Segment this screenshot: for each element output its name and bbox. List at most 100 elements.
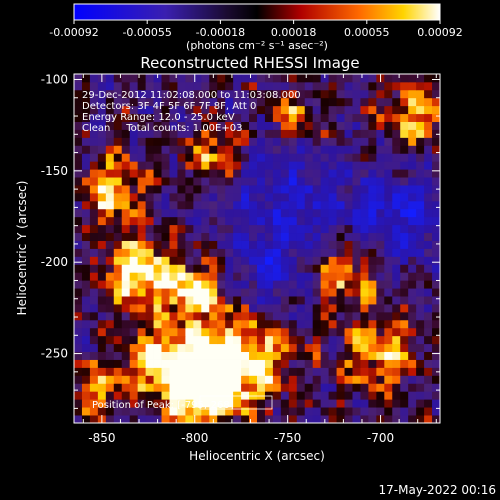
heatmap-cell — [74, 391, 83, 400]
info-energy-range: Energy Range: 12.0 - 25.0 keV — [82, 112, 235, 123]
heatmap-cell — [81, 359, 91, 368]
heatmap-cell — [217, 240, 226, 249]
heatmap-cell — [241, 240, 250, 249]
heatmap-cell — [193, 248, 202, 257]
heatmap-cell — [97, 272, 107, 281]
heatmap-cell — [225, 89, 234, 99]
heatmap-cell — [74, 177, 83, 186]
heatmap-cell — [169, 224, 178, 234]
timestamp: 17-May-2022 00:16 — [379, 483, 496, 497]
heatmap-cell — [352, 89, 361, 99]
heatmap-cell — [432, 272, 441, 281]
heatmap-cell — [320, 192, 330, 202]
heatmap-cell — [344, 192, 353, 202]
heatmap-cell — [209, 367, 218, 376]
heatmap-cell — [257, 367, 266, 376]
heatmap-cell — [392, 327, 401, 337]
heatmap-cell — [209, 327, 218, 337]
heatmap-cell — [432, 97, 441, 107]
heatmap-cell — [336, 319, 345, 329]
heatmap-cell — [177, 288, 186, 297]
heatmap-cell — [161, 351, 170, 360]
heatmap-cell — [129, 129, 139, 138]
heatmap-cell — [257, 185, 266, 194]
heatmap-cell — [304, 200, 314, 210]
heatmap-cell — [344, 81, 353, 91]
heatmap-cell — [296, 391, 306, 400]
heatmap-cell — [225, 192, 234, 202]
heatmap-cell — [376, 185, 385, 194]
heatmap-cell — [74, 415, 83, 424]
heatmap-cell — [97, 240, 107, 249]
heatmap-cell — [384, 280, 393, 289]
heatmap-cell — [280, 304, 290, 313]
heatmap-cell — [304, 399, 314, 408]
heatmap-cell — [416, 383, 425, 392]
heatmap-cell — [416, 415, 425, 424]
heatmap-cell — [97, 343, 107, 353]
heatmap-cell — [272, 327, 282, 337]
heatmap-cell — [360, 74, 369, 83]
heatmap-cell — [137, 121, 147, 130]
heatmap-cell — [97, 89, 107, 99]
heatmap-cell — [416, 327, 425, 337]
heatmap-cell — [209, 129, 218, 138]
heatmap-cell — [392, 200, 401, 210]
heatmap-cell — [153, 296, 162, 305]
heatmap-cell — [384, 145, 393, 154]
heatmap-cell — [209, 113, 218, 122]
heatmap-cell — [97, 304, 107, 313]
heatmap-cell — [312, 415, 322, 424]
heatmap-cell — [336, 288, 345, 297]
heatmap-cell — [121, 327, 131, 337]
heatmap-cell — [296, 145, 306, 154]
heatmap-cell — [249, 415, 258, 424]
heatmap-cell — [432, 177, 441, 186]
heatmap-cell — [408, 216, 417, 226]
heatmap-cell — [392, 208, 401, 218]
heatmap-cell — [384, 105, 393, 115]
heatmap-cell — [257, 89, 266, 99]
heatmap-cell — [169, 359, 178, 368]
heatmap-cell — [280, 256, 290, 265]
heatmap-cell — [145, 81, 154, 91]
heatmap-cell — [169, 121, 178, 130]
heatmap-cell — [97, 177, 107, 186]
heatmap-cell — [328, 280, 337, 289]
heatmap-cell — [81, 415, 91, 424]
heatmap-cell — [193, 359, 202, 368]
heatmap-cell — [320, 105, 330, 115]
heatmap-cell — [145, 391, 154, 400]
heatmap-cell — [233, 288, 242, 297]
heatmap-cell — [185, 415, 194, 424]
heatmap-cell — [312, 248, 322, 257]
heatmap-cell — [280, 327, 290, 337]
heatmap-cell — [201, 121, 210, 130]
heatmap-cell — [280, 335, 290, 345]
heatmap-cell — [280, 311, 290, 321]
heatmap-cell — [81, 351, 91, 360]
heatmap-cell — [264, 224, 274, 234]
heatmap-cell — [272, 359, 282, 368]
heatmap-cell — [384, 169, 393, 178]
heatmap-cell — [296, 121, 306, 130]
heatmap-cell — [392, 145, 401, 154]
heatmap-cell — [105, 272, 115, 281]
heatmap-cell — [89, 351, 99, 360]
heatmap-cell — [368, 296, 377, 305]
heatmap-cell — [312, 335, 322, 345]
heatmap-cell — [416, 200, 425, 210]
heatmap-cell — [113, 97, 123, 107]
heatmap-cell — [320, 97, 330, 107]
heatmap-cell — [169, 327, 178, 337]
heatmap-cell — [408, 161, 417, 170]
heatmap-cell — [225, 161, 234, 170]
heatmap-cell — [432, 351, 441, 360]
heatmap-cell — [233, 407, 242, 416]
heatmap-cell — [408, 177, 417, 186]
heatmap-cell — [384, 296, 393, 305]
heatmap-cell — [368, 399, 377, 408]
heatmap-cell — [288, 383, 298, 392]
heatmap-cell — [328, 169, 337, 178]
heatmap-cell — [304, 129, 314, 138]
